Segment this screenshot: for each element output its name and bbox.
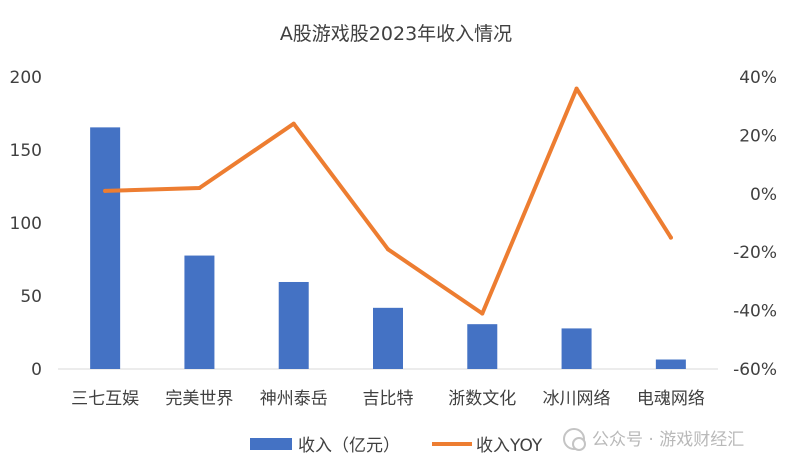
category-label: 神州泰岳 [260,389,328,409]
right-tick-label: 40% [739,68,777,88]
revenue-bar [184,255,215,369]
yoy-point [668,235,673,240]
left-tick-label: 50 [20,287,42,307]
category-label: 吉比特 [363,389,414,409]
yoy-line-series [103,86,673,316]
yoy-point [386,247,390,252]
legend-bar-swatch [250,438,292,450]
left-tick-label: 150 [10,141,42,161]
revenue-bar [90,127,121,370]
right-tick-label: 0% [750,185,777,205]
yoy-point [103,188,108,193]
category-label: 三七互娱 [71,389,139,409]
right-tick-label: 20% [739,126,777,146]
right-tick-label: -20% [733,243,777,263]
wechat-logo-icon [563,428,585,450]
left-tick-label: 100 [10,214,42,234]
right-tick-label: -60% [733,360,777,380]
yoy-point [574,86,579,91]
left-axis: 0 50 100 150 200 [10,68,42,380]
category-label: 完美世界 [165,389,233,409]
revenue-bar [278,281,309,369]
category-label: 浙数文化 [448,389,516,409]
yoy-point [197,185,202,190]
left-tick-label: 0 [31,360,42,380]
yoy-point [480,311,485,316]
watermark: 公众号 · 游戏财经汇 [563,428,744,451]
right-tick-label: -40% [733,302,777,322]
revenue-bar [467,324,498,369]
revenue-bar [561,328,592,369]
category-label: 电魂网络 [637,389,705,409]
category-label: 冰川网络 [543,389,611,409]
revenue-bar [655,359,686,369]
revenue-bar [373,307,403,369]
legend-line-label: 收入YOY [476,436,543,456]
legend-bar-label: 收入（亿元） [298,436,400,456]
watermark-text: 公众号 · 游戏财经汇 [592,430,744,450]
revenue-bars [90,127,686,370]
yoy-point [291,121,296,126]
left-tick-label: 200 [10,68,42,88]
wechat-logo-dot-icon [572,437,586,451]
right-axis: -60% -40% -20% 0% 20% 40% [733,68,777,380]
chart-title: A股游戏股2023年收入情况 [280,23,512,45]
legend: 收入（亿元） 收入YOY [250,436,543,456]
category-labels: 三七互娱 完美世界 神州泰岳 吉比特 浙数文化 冰川网络 电魂网络 [71,389,705,409]
